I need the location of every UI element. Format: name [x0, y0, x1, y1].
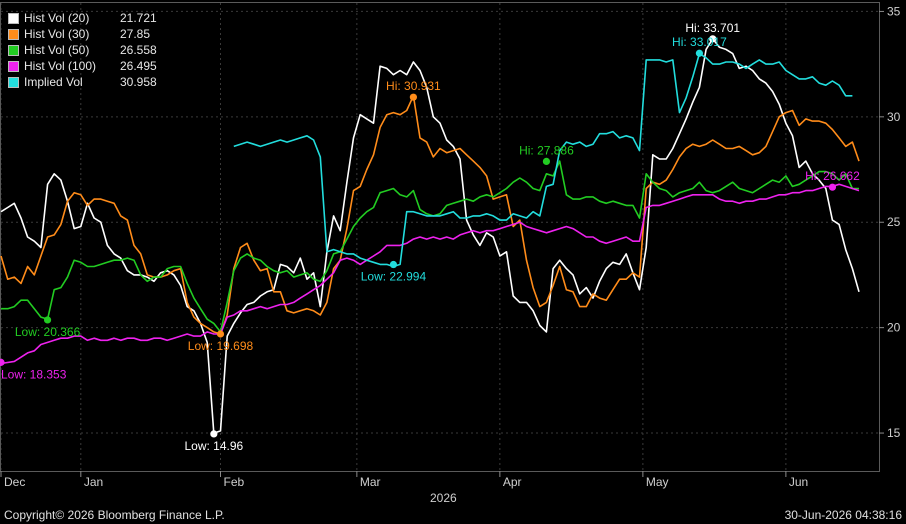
legend-value: 30.958	[120, 75, 157, 89]
annotation-label: Low: 14.96	[184, 439, 243, 453]
series-lines	[0, 38, 860, 434]
legend-swatch	[8, 44, 19, 56]
x-month-label: Mar	[360, 475, 381, 489]
timestamp-text: 30-Jun-2026 04:38:16	[784, 508, 902, 522]
legend-swatch	[8, 12, 19, 24]
legend-label: Implied Vol	[24, 75, 83, 89]
annotation-label: Hi: 27.886	[519, 143, 574, 157]
legend-item[interactable]: Implied Vol 30.958	[8, 74, 157, 90]
annotation-marker	[210, 430, 218, 438]
y-tick-label: 20	[887, 321, 901, 335]
annotation-label: Hi: 26.662	[805, 169, 860, 183]
legend-value: 26.558	[120, 43, 157, 57]
x-month-label: May	[646, 475, 669, 489]
annotation-marker	[409, 93, 417, 101]
legend-swatch	[8, 76, 19, 88]
annotation-label: Hi: 30.931	[386, 79, 441, 93]
series-line-4	[233, 52, 853, 268]
y-tick-label: 35	[887, 4, 901, 18]
annotation-label: Low: 20.366	[15, 325, 81, 339]
x-month-label: Apr	[503, 475, 522, 489]
copyright-text: Copyright© 2026 Bloomberg Finance L.P.	[4, 508, 225, 522]
annotation-label: Hi: 33.701	[685, 21, 740, 35]
legend-item[interactable]: Hist Vol (50) 26.558	[8, 42, 157, 58]
annotation-marker	[0, 358, 5, 366]
y-tick-label: 25	[887, 215, 901, 229]
legend: Hist Vol (20) 21.721 Hist Vol (30) 27.85…	[8, 10, 157, 90]
annotation-marker	[828, 183, 837, 191]
y-tick-label: 30	[887, 110, 901, 124]
x-month-label: Jun	[789, 475, 808, 489]
legend-label: Hist Vol (50)	[24, 43, 90, 57]
series-line-0	[0, 38, 860, 434]
annotation-marker	[43, 316, 52, 324]
annotation-label: Hi: 33.017	[672, 35, 727, 49]
legend-value: 21.721	[120, 11, 157, 25]
legend-value: 26.495	[120, 59, 157, 73]
x-month-label: Dec	[4, 475, 25, 489]
x-year-label: 2026	[430, 491, 457, 505]
x-month-label: Feb	[224, 475, 245, 489]
grid-lines	[0, 3, 879, 471]
annotation-marker	[389, 260, 398, 269]
legend-item[interactable]: Hist Vol (30) 27.85	[8, 26, 157, 42]
annotation-label: Low: 19.698	[188, 339, 254, 353]
legend-swatch	[8, 60, 19, 72]
legend-label: Hist Vol (20)	[24, 11, 90, 25]
legend-value: 27.85	[120, 27, 151, 41]
series-line-2	[1, 160, 859, 333]
legend-swatch	[8, 28, 19, 40]
legend-label: Hist Vol (100)	[24, 59, 97, 73]
plot-frame	[0, 2, 880, 472]
annotation-marker	[216, 330, 225, 338]
annotation-marker	[542, 157, 551, 166]
y-tick-label: 15	[887, 426, 901, 440]
series-line-3	[0, 183, 860, 365]
legend-label: Hist Vol (30)	[24, 27, 90, 41]
legend-item[interactable]: Hist Vol (100) 26.495	[8, 58, 157, 74]
series-line-1	[0, 95, 860, 335]
annotations: Low: 14.96 Hi: 33.701 Low: 19.698 Hi: 30.93…	[0, 21, 860, 453]
y-axis: 15 20 25 30 35	[879, 4, 901, 440]
legend-item[interactable]: Hist Vol (20) 21.721	[8, 10, 157, 26]
x-axis: Dec Jan Feb Mar Apr May Jun 2026	[0, 471, 808, 505]
x-month-label: Jan	[84, 475, 103, 489]
annotation-label: Low: 18.353	[1, 367, 67, 381]
annotation-marker	[709, 35, 717, 43]
annotation-label: Low: 22.994	[361, 270, 427, 284]
annotation-marker	[695, 49, 704, 57]
